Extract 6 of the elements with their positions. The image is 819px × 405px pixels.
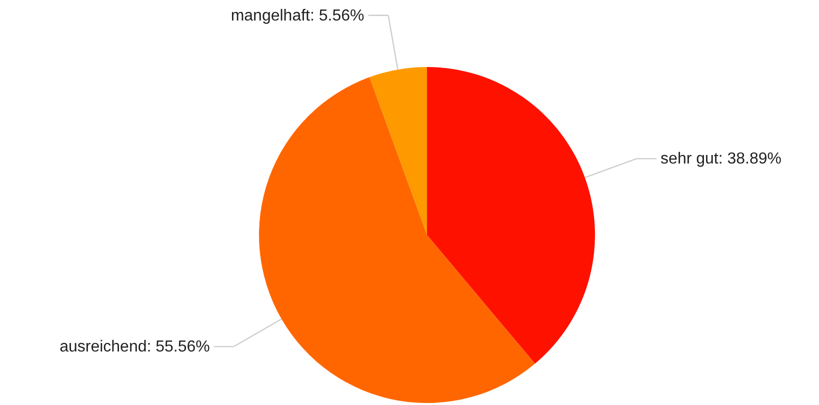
- pie-slice: [427, 67, 595, 364]
- pie-slice: [259, 77, 536, 403]
- slice-label: mangelhaft: 5.56%: [230, 7, 364, 24]
- slice-label: sehr gut: 38.89%: [660, 150, 782, 168]
- slice-label: ausreichend: 55.56%: [60, 338, 210, 356]
- pie-slice: [370, 67, 427, 235]
